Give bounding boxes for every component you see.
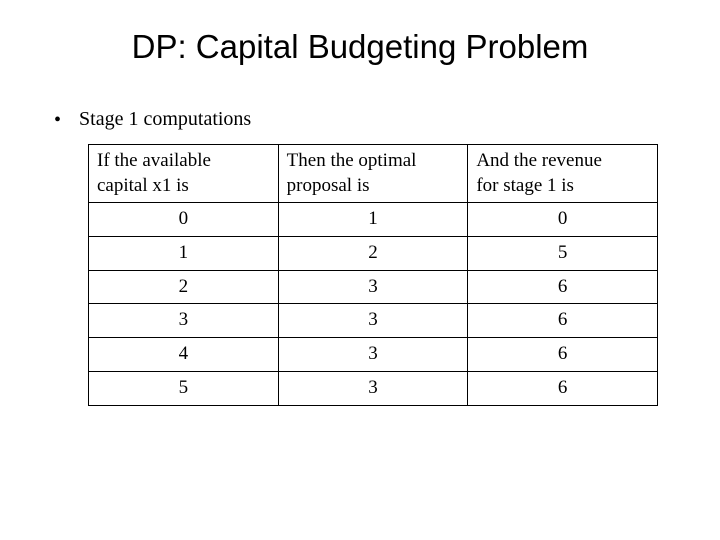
header-line: And the revenue (476, 149, 649, 174)
table-row: 3 3 6 (89, 304, 658, 338)
cell: 3 (278, 270, 468, 304)
bullet-text: Stage 1 computations (79, 108, 251, 131)
header-line: If the available (97, 149, 270, 174)
col-header-proposal: Then the optimal proposal is (278, 145, 468, 203)
header-line: for stage 1 is (476, 174, 649, 199)
header-line: Then the optimal (287, 149, 460, 174)
table-row: 4 3 6 (89, 338, 658, 372)
cell: 6 (468, 270, 658, 304)
table-row: 0 1 0 (89, 203, 658, 237)
col-header-capital: If the available capital x1 is (89, 145, 279, 203)
cell: 0 (89, 203, 279, 237)
header-line: proposal is (287, 174, 460, 199)
cell: 1 (89, 237, 279, 271)
table-row: 1 2 5 (89, 237, 658, 271)
cell: 2 (278, 237, 468, 271)
cell: 3 (89, 304, 279, 338)
cell: 0 (468, 203, 658, 237)
cell: 3 (278, 304, 468, 338)
cell: 5 (89, 371, 279, 405)
stage1-table: If the available capital x1 is Then the … (88, 144, 658, 406)
bullet-item: • Stage 1 computations (0, 108, 720, 132)
cell: 2 (89, 270, 279, 304)
table-header-row: If the available capital x1 is Then the … (89, 145, 658, 203)
cell: 1 (278, 203, 468, 237)
table-row: 5 3 6 (89, 371, 658, 405)
cell: 6 (468, 338, 658, 372)
cell: 4 (89, 338, 279, 372)
cell: 6 (468, 304, 658, 338)
bullet-marker: • (54, 108, 61, 132)
table-body: 0 1 0 1 2 5 2 3 6 3 3 6 4 3 6 (89, 203, 658, 405)
slide-title: DP: Capital Budgeting Problem (0, 28, 720, 66)
cell: 6 (468, 371, 658, 405)
header-line: capital x1 is (97, 174, 270, 199)
cell: 3 (278, 371, 468, 405)
cell: 3 (278, 338, 468, 372)
table-row: 2 3 6 (89, 270, 658, 304)
col-header-revenue: And the revenue for stage 1 is (468, 145, 658, 203)
cell: 5 (468, 237, 658, 271)
